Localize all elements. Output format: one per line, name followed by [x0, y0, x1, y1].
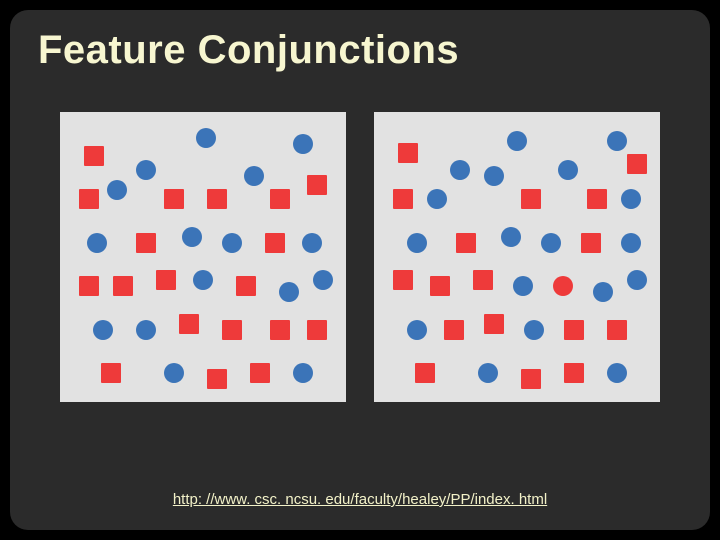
shape-square-red [79, 276, 99, 296]
shape-square-red [398, 143, 418, 163]
shape-square-red [393, 270, 413, 290]
source-link[interactable]: http: //www. csc. ncsu. edu/faculty/heal… [10, 491, 710, 508]
shape-square-red [207, 189, 227, 209]
shape-circle-blue [279, 282, 299, 302]
panels-container [60, 112, 660, 402]
shape-circle-blue [87, 233, 107, 253]
shape-circle-blue [293, 363, 313, 383]
shape-circle-blue [501, 227, 521, 247]
shape-circle-blue [558, 160, 578, 180]
shape-circle-blue [607, 131, 627, 151]
shape-circle-blue [627, 270, 647, 290]
shape-square-red [564, 320, 584, 340]
slide-title: Feature Conjunctions [38, 28, 459, 73]
shape-square-red [101, 363, 121, 383]
shape-square-red [307, 175, 327, 195]
shape-circle-blue [136, 320, 156, 340]
shape-circle-blue [541, 233, 561, 253]
shape-square-red [627, 154, 647, 174]
shape-square-red [179, 314, 199, 334]
shape-circle-blue [136, 160, 156, 180]
shape-square-red [270, 189, 290, 209]
shape-square-red [444, 320, 464, 340]
shape-circle-blue [450, 160, 470, 180]
shape-square-red [484, 314, 504, 334]
shape-square-red [521, 369, 541, 389]
shape-circle-blue [621, 189, 641, 209]
shape-square-red [265, 233, 285, 253]
shape-circle-blue [407, 233, 427, 253]
shape-circle-blue [484, 166, 504, 186]
shape-circle-blue [427, 189, 447, 209]
shape-square-red [564, 363, 584, 383]
shape-square-red [250, 363, 270, 383]
shape-square-red [136, 233, 156, 253]
shape-circle-blue [164, 363, 184, 383]
shape-circle-blue [607, 363, 627, 383]
shape-circle-blue [524, 320, 544, 340]
shape-circle-blue [507, 131, 527, 151]
shape-circle-blue [222, 233, 242, 253]
shape-circle-blue [196, 128, 216, 148]
shape-circle-blue [107, 180, 127, 200]
shape-square-red [84, 146, 104, 166]
shape-circle-blue [621, 233, 641, 253]
shape-circle-blue [407, 320, 427, 340]
shape-square-red [79, 189, 99, 209]
shape-square-red [236, 276, 256, 296]
shape-square-red [207, 369, 227, 389]
shape-square-red [222, 320, 242, 340]
shape-square-red [587, 189, 607, 209]
shape-square-red [607, 320, 627, 340]
shape-square-red [456, 233, 476, 253]
shape-square-red [430, 276, 450, 296]
slide: Feature Conjunctions http: //www. csc. n… [10, 10, 710, 530]
shape-circle-red [553, 276, 573, 296]
shape-circle-blue [244, 166, 264, 186]
shape-circle-blue [182, 227, 202, 247]
shape-square-red [415, 363, 435, 383]
shape-circle-blue [93, 320, 113, 340]
shape-square-red [581, 233, 601, 253]
shape-square-red [270, 320, 290, 340]
shape-square-red [164, 189, 184, 209]
shape-square-red [307, 320, 327, 340]
shape-circle-blue [193, 270, 213, 290]
shape-circle-blue [593, 282, 613, 302]
shape-square-red [113, 276, 133, 296]
shape-square-red [156, 270, 176, 290]
shape-square-red [393, 189, 413, 209]
shape-square-red [473, 270, 493, 290]
shape-circle-blue [513, 276, 533, 296]
shape-circle-blue [302, 233, 322, 253]
shape-circle-blue [313, 270, 333, 290]
left-panel [60, 112, 346, 402]
shape-circle-blue [293, 134, 313, 154]
shape-square-red [521, 189, 541, 209]
shape-circle-blue [478, 363, 498, 383]
right-panel [374, 112, 660, 402]
